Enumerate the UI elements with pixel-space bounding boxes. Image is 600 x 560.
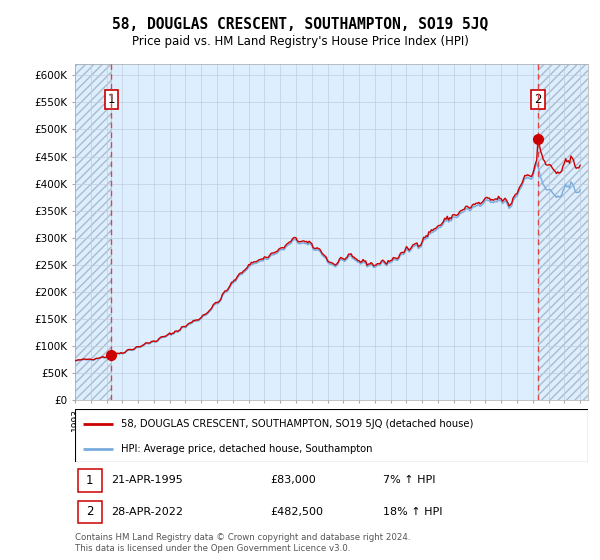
Text: 18% ↑ HPI: 18% ↑ HPI — [383, 507, 442, 517]
Bar — [77, 501, 102, 523]
Text: 2: 2 — [534, 93, 542, 106]
Text: 28-APR-2022: 28-APR-2022 — [111, 507, 183, 517]
Text: 21-APR-1995: 21-APR-1995 — [111, 475, 182, 486]
Text: 1: 1 — [86, 474, 94, 487]
Bar — [77, 469, 102, 492]
Text: £482,500: £482,500 — [270, 507, 323, 517]
Text: Contains HM Land Registry data © Crown copyright and database right 2024.
This d: Contains HM Land Registry data © Crown c… — [75, 533, 410, 553]
Text: 58, DOUGLAS CRESCENT, SOUTHAMPTON, SO19 5JQ (detached house): 58, DOUGLAS CRESCENT, SOUTHAMPTON, SO19 … — [121, 419, 473, 429]
Text: HPI: Average price, detached house, Southampton: HPI: Average price, detached house, Sout… — [121, 444, 373, 454]
Text: 2: 2 — [86, 505, 94, 519]
Text: 58, DOUGLAS CRESCENT, SOUTHAMPTON, SO19 5JQ: 58, DOUGLAS CRESCENT, SOUTHAMPTON, SO19 … — [112, 17, 488, 32]
Text: Price paid vs. HM Land Registry's House Price Index (HPI): Price paid vs. HM Land Registry's House … — [131, 35, 469, 48]
Text: 1: 1 — [108, 93, 115, 106]
Text: 7% ↑ HPI: 7% ↑ HPI — [383, 475, 436, 486]
Text: £83,000: £83,000 — [270, 475, 316, 486]
